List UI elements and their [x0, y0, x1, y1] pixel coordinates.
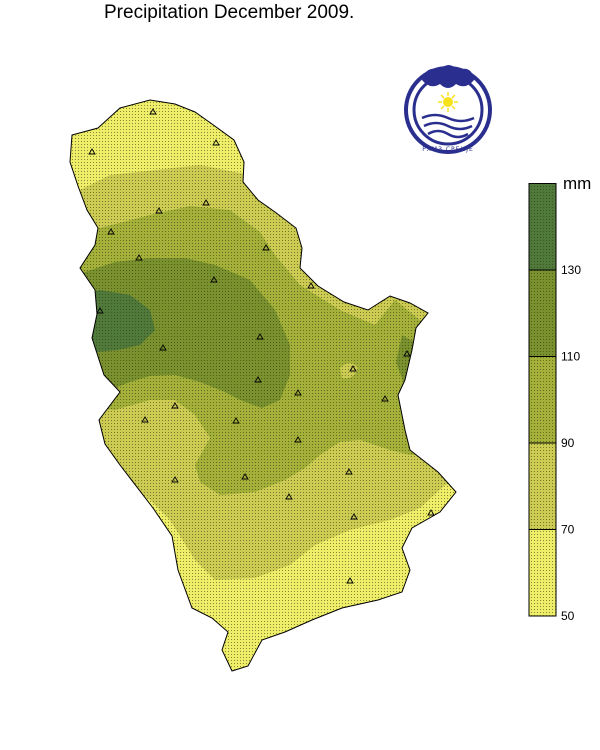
station-marker-icon [262, 244, 270, 251]
station-marker-icon [88, 148, 96, 155]
legend-box-130-150 [528, 183, 557, 271]
station-marker-icon [294, 436, 302, 443]
station-marker-icon [232, 417, 240, 424]
stipple-overlay [70, 100, 456, 671]
station-marker-icon [107, 228, 115, 235]
station-marker-icon [381, 395, 389, 402]
precipitation-zones [70, 100, 456, 671]
station-marker-icon [346, 577, 354, 584]
legend-tick-labels: 50 70 90 110 130 [561, 263, 581, 623]
station-marker-icon [159, 344, 167, 351]
legend-tick-50: 50 [561, 609, 575, 623]
station-marker-icon [155, 207, 163, 214]
station-marker-icon [349, 365, 357, 372]
station-marker-icon [171, 476, 179, 483]
legend-color-scale [528, 183, 557, 617]
station-marker-icon [350, 513, 358, 520]
legend-box-stipple [529, 270, 556, 357]
station-marker-icon [171, 402, 179, 409]
station-marker-icon [210, 276, 218, 283]
station-marker-icon [427, 509, 435, 516]
legend-tick-130: 130 [561, 263, 581, 277]
station-marker-icon [96, 307, 104, 314]
station-marker-icon [285, 493, 293, 500]
station-marker-icon [241, 473, 249, 480]
station-marker-icon [212, 139, 220, 146]
station-marker-icon [141, 416, 149, 423]
country-outline [69, 99, 457, 672]
station-marker-icon [307, 282, 315, 289]
legend-tick-70: 70 [561, 523, 575, 537]
legend-box-70-90 [528, 442, 557, 530]
legend-box-stipple [529, 443, 556, 530]
map-title: Precipitation December 2009. [104, 2, 355, 23]
station-marker-icon [149, 108, 157, 115]
legend-tick-110: 110 [561, 350, 580, 364]
legend-box-stipple [529, 183, 556, 270]
legend-unit: mm [563, 174, 591, 193]
station-marker-icon [202, 199, 210, 206]
legend-box-stipple [529, 356, 556, 443]
station-marker-icon [135, 254, 143, 261]
station-marker-icon [256, 333, 264, 340]
station-marker-icon [254, 376, 262, 383]
legend-box-110-130 [528, 269, 557, 357]
legend-tick-90: 90 [561, 436, 575, 450]
legend-box-90-110 [528, 356, 557, 444]
legend-box-stipple [529, 529, 556, 616]
station-marker-icon [294, 389, 302, 396]
legend-box-50-70 [528, 529, 557, 617]
station-marker-icon [403, 350, 411, 357]
station-marker-icon [345, 468, 353, 475]
precipitation-map [69, 99, 457, 672]
weather-stations [88, 108, 435, 584]
